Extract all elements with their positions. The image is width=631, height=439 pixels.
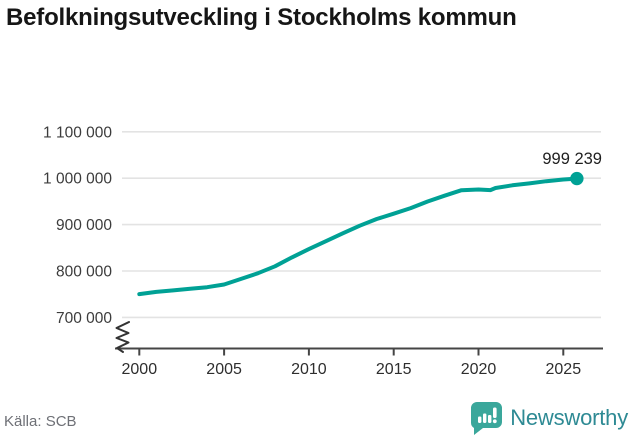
x-tick-label: 2025: [546, 361, 582, 378]
y-tick-label: 1 100 000: [43, 124, 112, 141]
x-tick-label: 2020: [461, 361, 497, 378]
x-axis-labels: 2000 2005 2010 2015 2020 2025: [122, 361, 582, 378]
end-value-label: 999 239: [542, 150, 602, 168]
y-tick-label: 800 000: [56, 264, 112, 281]
y-axis-labels: 1 100 000 1 000 000 900 000 800 000 700 000: [43, 124, 112, 327]
y-tick-label: 1 000 000: [43, 171, 112, 188]
newsworthy-bar-chart-bubble-icon: [471, 402, 503, 435]
x-tick-label: 2000: [122, 361, 158, 378]
newsworthy-wordmark: Newsworthy: [510, 405, 628, 430]
end-point-marker: [570, 171, 584, 186]
chart-title: Befolkningsutveckling i Stockholms kommu…: [6, 4, 517, 31]
footer: Källa: SCB Newsworthy: [0, 399, 631, 439]
newsworthy-logo[interactable]: Newsworthy: [470, 401, 628, 435]
axis-break-icon: [115, 321, 130, 353]
y-tick-label: 900 000: [56, 217, 112, 234]
x-axis: [115, 347, 603, 356]
x-tick-label: 2005: [206, 361, 242, 378]
x-tick-label: 2015: [376, 361, 412, 378]
y-tick-label: 700 000: [56, 310, 112, 327]
x-tick-label: 2010: [291, 361, 327, 378]
population-line: [137, 176, 579, 297]
source-caption: Källa: SCB: [4, 413, 77, 430]
